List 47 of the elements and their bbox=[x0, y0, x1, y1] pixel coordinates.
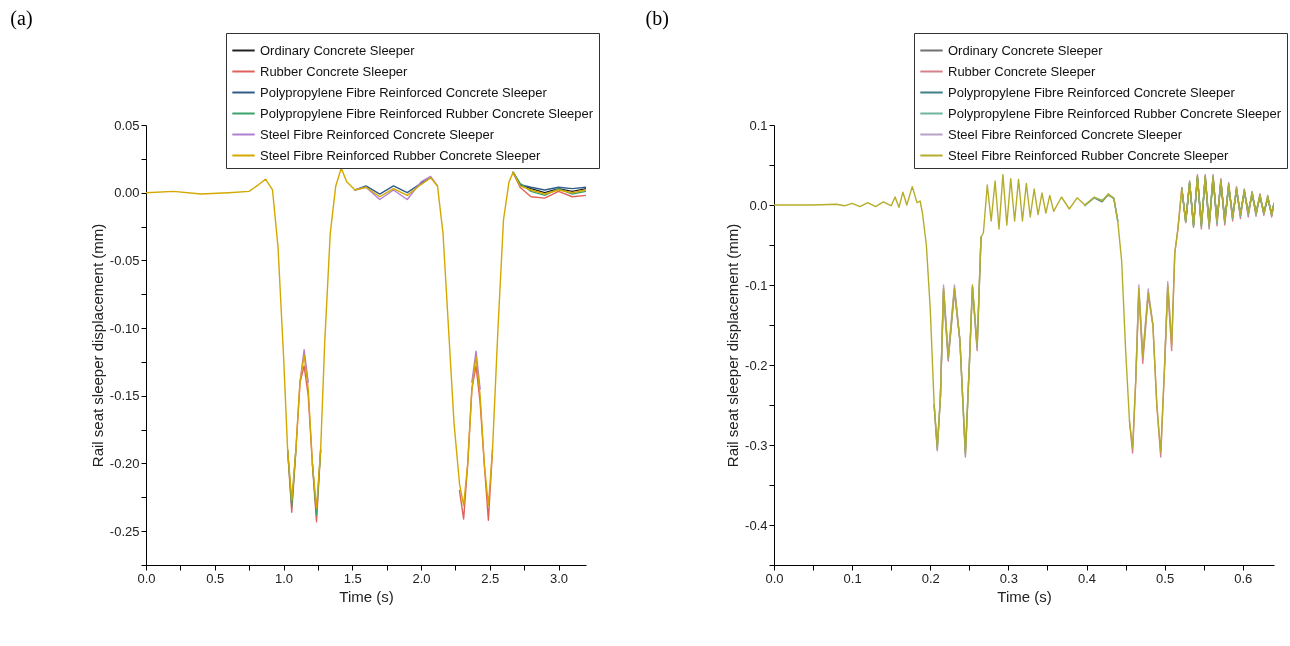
y-tick-label: -0.25 bbox=[109, 523, 140, 539]
line-series bbox=[146, 167, 586, 509]
chart-title: (a) bbox=[10, 6, 33, 30]
x-tick-label: 0.4 bbox=[1077, 570, 1097, 586]
legend-label: Rubber Concrete Sleeper bbox=[948, 63, 1097, 79]
x-tick-label: 0.5 bbox=[206, 570, 225, 586]
legend-label: Steel Fibre Reinforced Rubber Concrete Sleeper bbox=[260, 147, 542, 163]
y-tick-label: 0.00 bbox=[114, 185, 140, 201]
x-axis-title: Time (s) bbox=[997, 587, 1052, 605]
y-tick-label: -0.10 bbox=[109, 320, 140, 336]
x-tick-label: 0.1 bbox=[843, 570, 862, 586]
y-tick-label: 0.0 bbox=[749, 197, 768, 213]
y-tick-label: -0.05 bbox=[109, 252, 140, 268]
y-tick-label: -0.1 bbox=[745, 277, 768, 293]
legend-label: Rubber Concrete Sleeper bbox=[260, 63, 409, 79]
x-tick-label: 0.0 bbox=[137, 570, 156, 586]
y-tick-label: -0.20 bbox=[109, 455, 140, 471]
y-tick-label: -0.2 bbox=[745, 357, 768, 373]
x-tick-label: 0.2 bbox=[921, 570, 940, 586]
x-axis-title: Time (s) bbox=[339, 587, 394, 605]
x-tick-label: 0.0 bbox=[765, 570, 784, 586]
legend-label: Ordinary Concrete Sleeper bbox=[260, 42, 416, 58]
legend-label: Polypropylene Fibre Reinforced Concrete Sleeper bbox=[260, 84, 548, 100]
x-tick-label: 1.0 bbox=[274, 570, 294, 586]
y-axis-title: Rail seat sleeper displacement (mm) bbox=[88, 223, 106, 468]
x-tick-label: 0.3 bbox=[999, 570, 1018, 586]
line-series bbox=[774, 173, 1274, 453]
y-tick-label: 0.1 bbox=[749, 117, 768, 133]
legend-label: Polypropylene Fibre Reinforced Rubber Concrete Sleeper bbox=[260, 105, 594, 121]
y-tick-label: 0.05 bbox=[114, 117, 140, 133]
y-tick-label: -0.3 bbox=[745, 437, 768, 453]
legend-label: Steel Fibre Reinforced Concrete Sleeper bbox=[260, 126, 495, 142]
x-tick-label: 3.0 bbox=[549, 570, 569, 586]
x-tick-label: 2.5 bbox=[481, 570, 500, 586]
y-tick-label: -0.15 bbox=[109, 388, 140, 404]
x-tick-label: 1.5 bbox=[343, 570, 362, 586]
y-tick-label: -0.4 bbox=[745, 517, 768, 533]
legend-label: Polypropylene Fibre Reinforced Concrete Sleeper bbox=[948, 84, 1236, 100]
x-tick-label: 2.0 bbox=[412, 570, 431, 586]
x-tick-label: 0.6 bbox=[1234, 570, 1253, 586]
x-tick-label: 0.5 bbox=[1156, 570, 1175, 586]
legend-label: Polypropylene Fibre Reinforced Rubber Concrete Sleeper bbox=[948, 105, 1282, 121]
legend-label: Steel Fibre Reinforced Rubber Concrete Sleeper bbox=[948, 147, 1230, 163]
y-axis-title: Rail seat sleeper displacement (mm) bbox=[724, 223, 742, 468]
chart-title: (b) bbox=[645, 6, 669, 30]
legend-label: Ordinary Concrete Sleeper bbox=[948, 42, 1104, 58]
legend-label: Steel Fibre Reinforced Concrete Sleeper bbox=[948, 126, 1183, 142]
